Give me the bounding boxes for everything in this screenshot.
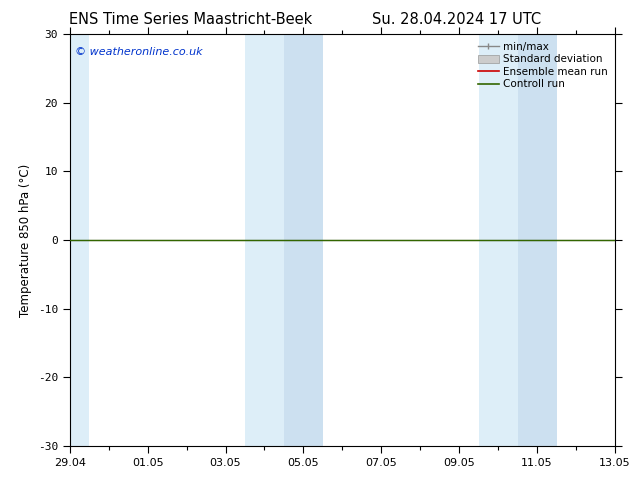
Bar [284,34,323,446]
Text: Su. 28.04.2024 17 UTC: Su. 28.04.2024 17 UTC [372,12,541,27]
Bar [479,34,517,446]
Bar [517,34,557,446]
Bar [245,34,284,446]
Text: © weatheronline.co.uk: © weatheronline.co.uk [75,47,203,57]
Y-axis label: Temperature 850 hPa (°C): Temperature 850 hPa (°C) [19,164,32,317]
Text: ENS Time Series Maastricht-Beek: ENS Time Series Maastricht-Beek [68,12,312,27]
Bar [70,34,89,446]
Legend: min/max, Standard deviation, Ensemble mean run, Controll run: min/max, Standard deviation, Ensemble me… [476,40,610,92]
